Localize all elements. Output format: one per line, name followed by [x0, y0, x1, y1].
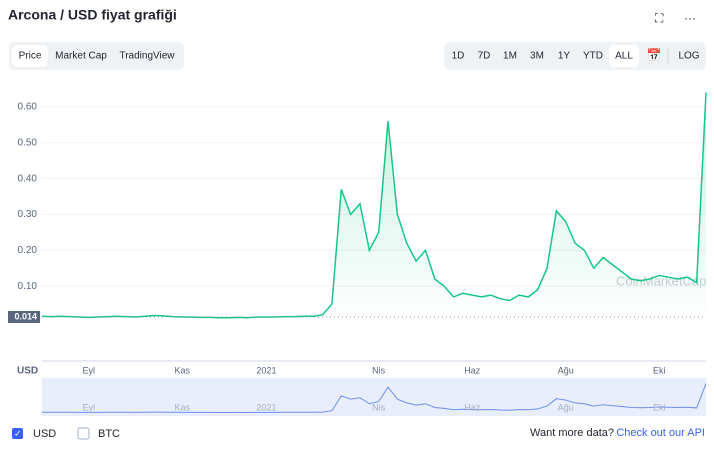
tab-group	[9, 42, 184, 70]
navigator-line	[41, 383, 707, 413]
axis-currency: USD	[17, 366, 38, 377]
range-button[interactable]: ALL	[615, 51, 633, 62]
navigator-label: Eki	[653, 402, 666, 412]
y-tick-label: 0.40	[18, 173, 38, 184]
x-tick-label: Haz	[464, 365, 481, 375]
x-tick-label: Nis	[372, 365, 385, 375]
fullscreen-icon[interactable]: ⛶	[654, 11, 664, 25]
range-button[interactable]: 1M	[503, 51, 517, 62]
navigator-label: Haz	[464, 402, 481, 412]
range-active	[609, 45, 639, 67]
x-tick-label: 2021	[256, 365, 276, 375]
y-tick-label: 0.30	[18, 209, 38, 220]
range-button[interactable]: 7D	[478, 51, 491, 62]
x-tick-label: Ağu	[558, 365, 574, 375]
title: Arcona / USD fiyat grafiği	[8, 7, 177, 23]
reference-label: 0.014	[14, 311, 37, 321]
area	[42, 92, 706, 322]
x-tick-label: Eki	[653, 365, 666, 375]
y-tick-label: 0.60	[18, 102, 38, 113]
tab[interactable]: Price	[19, 51, 42, 62]
log-button[interactable]: LOG	[678, 51, 699, 62]
y-tick-label: 0.50	[18, 137, 38, 148]
checkbox-label[interactable]: USD	[33, 428, 56, 440]
y-tick-label: 0.20	[18, 245, 38, 256]
tab[interactable]: TradingView	[119, 51, 175, 62]
range-group	[444, 42, 706, 70]
checkbox-checked[interactable]	[12, 428, 23, 439]
reference-tag	[8, 310, 40, 323]
more-icon[interactable]: ···	[684, 11, 696, 25]
checkbox-label[interactable]: BTC	[98, 428, 120, 440]
y-tick-label: 0.10	[18, 281, 38, 292]
check-mark: ✓	[14, 428, 22, 438]
navigator-label: Kas	[175, 402, 191, 412]
navigator	[42, 378, 706, 416]
price-line	[41, 92, 707, 319]
api-link[interactable]: Check out our API	[616, 427, 705, 439]
checkbox[interactable]	[77, 427, 90, 440]
range-button[interactable]: 1D	[452, 51, 465, 62]
tab-active	[12, 45, 48, 67]
navigator-label: Nis	[372, 402, 385, 412]
tab[interactable]: Market Cap	[55, 51, 107, 62]
x-tick-label: Eyl	[83, 365, 96, 375]
navigator-label: Eyl	[83, 402, 96, 412]
calendar-icon[interactable]: 📅	[647, 48, 662, 62]
range-button[interactable]: 1Y	[558, 51, 571, 62]
range-button[interactable]: 3M	[530, 51, 544, 62]
x-tick-label: Kas	[175, 365, 191, 375]
footer-text: Want more data?	[530, 427, 614, 439]
navigator-label: 2021	[256, 402, 276, 412]
navigator-label: Ağu	[558, 402, 574, 412]
range-button[interactable]: YTD	[583, 51, 603, 62]
